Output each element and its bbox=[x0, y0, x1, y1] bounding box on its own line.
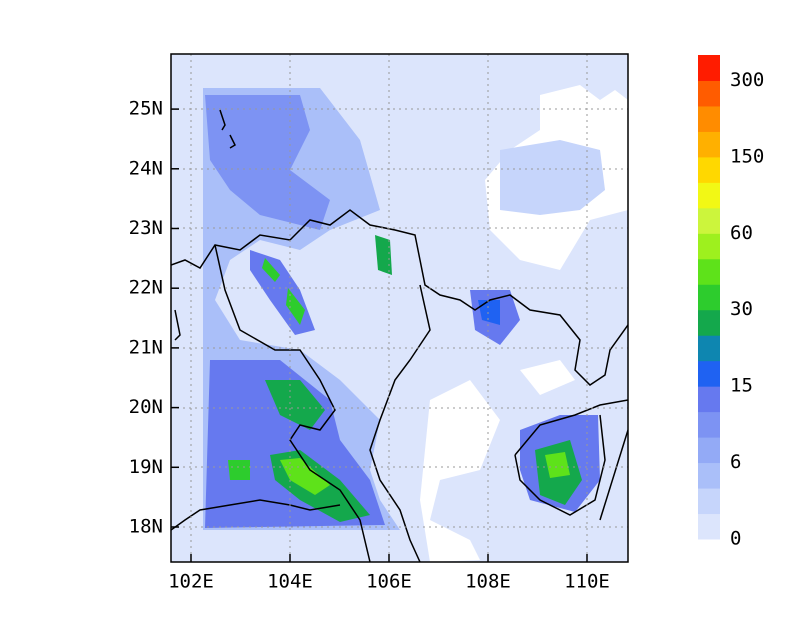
map-frame bbox=[170, 53, 629, 563]
coastlines bbox=[171, 109, 628, 562]
colorbar-swatch bbox=[698, 80, 720, 107]
colorbar-swatch bbox=[698, 156, 720, 183]
colorbar-label: 300 bbox=[730, 69, 764, 91]
colorbar-label: 30 bbox=[730, 298, 753, 320]
colorbar-label: 150 bbox=[730, 145, 764, 167]
colorbar-swatch bbox=[698, 284, 720, 311]
rain-area bbox=[500, 140, 605, 215]
colorbar-swatch bbox=[698, 182, 720, 209]
graticule bbox=[171, 54, 628, 562]
x-tick-label: 104E bbox=[267, 571, 313, 593]
y-tick-label: 23N bbox=[129, 217, 163, 239]
colorbar-label: 6 bbox=[730, 451, 741, 473]
colorbar-swatch bbox=[698, 411, 720, 438]
colorbar-swatch bbox=[698, 360, 720, 387]
colorbar-swatch bbox=[698, 386, 720, 413]
x-tick-label: 106E bbox=[366, 571, 412, 593]
rain-area bbox=[286, 288, 305, 325]
y-tick-label: 20N bbox=[129, 396, 163, 418]
x-tick-label: 108E bbox=[465, 571, 511, 593]
dry-area bbox=[420, 380, 500, 562]
colorbar-label: 15 bbox=[730, 375, 753, 397]
x-tick-label: 102E bbox=[168, 571, 214, 593]
colorbar-swatch bbox=[698, 55, 720, 81]
colorbar-swatch bbox=[698, 233, 720, 260]
rain-area bbox=[205, 95, 330, 230]
y-tick-label: 18N bbox=[129, 516, 163, 538]
colorbar-swatch bbox=[698, 131, 720, 158]
x-tick-label: 110E bbox=[564, 571, 610, 593]
colorbar-swatch bbox=[698, 462, 720, 489]
y-tick-label: 25N bbox=[129, 98, 163, 120]
colorbar-swatch bbox=[698, 105, 720, 132]
axis-ticks: 102E 104E 106E 108E 110E 18N 19N 20N 21N 22N 23N 24… bbox=[129, 98, 610, 593]
rain-area bbox=[478, 300, 500, 325]
rain-area bbox=[228, 460, 250, 480]
rain-area bbox=[375, 235, 392, 275]
colorbar-swatch bbox=[698, 513, 720, 540]
rain-area bbox=[265, 380, 325, 430]
colorbar-swatch bbox=[698, 335, 720, 362]
colorbar-swatch bbox=[698, 258, 720, 285]
rain-area bbox=[262, 258, 280, 282]
y-tick-label: 24N bbox=[129, 157, 163, 179]
colorbar-label: 0 bbox=[730, 528, 741, 550]
y-tick-label: 21N bbox=[129, 336, 163, 358]
contour-field bbox=[171, 54, 628, 562]
rain-area bbox=[545, 452, 570, 478]
y-tick-label: 22N bbox=[129, 277, 163, 299]
dry-area bbox=[520, 360, 575, 395]
colorbar-swatch bbox=[698, 437, 720, 464]
colorbar-swatch bbox=[698, 207, 720, 234]
colorbar: 0 6 15 30 60 150 300 bbox=[698, 55, 764, 550]
colorbar-label: 60 bbox=[730, 222, 753, 244]
y-tick-label: 19N bbox=[129, 456, 163, 478]
colorbar-swatch bbox=[698, 309, 720, 336]
colorbar-swatch bbox=[698, 488, 720, 515]
